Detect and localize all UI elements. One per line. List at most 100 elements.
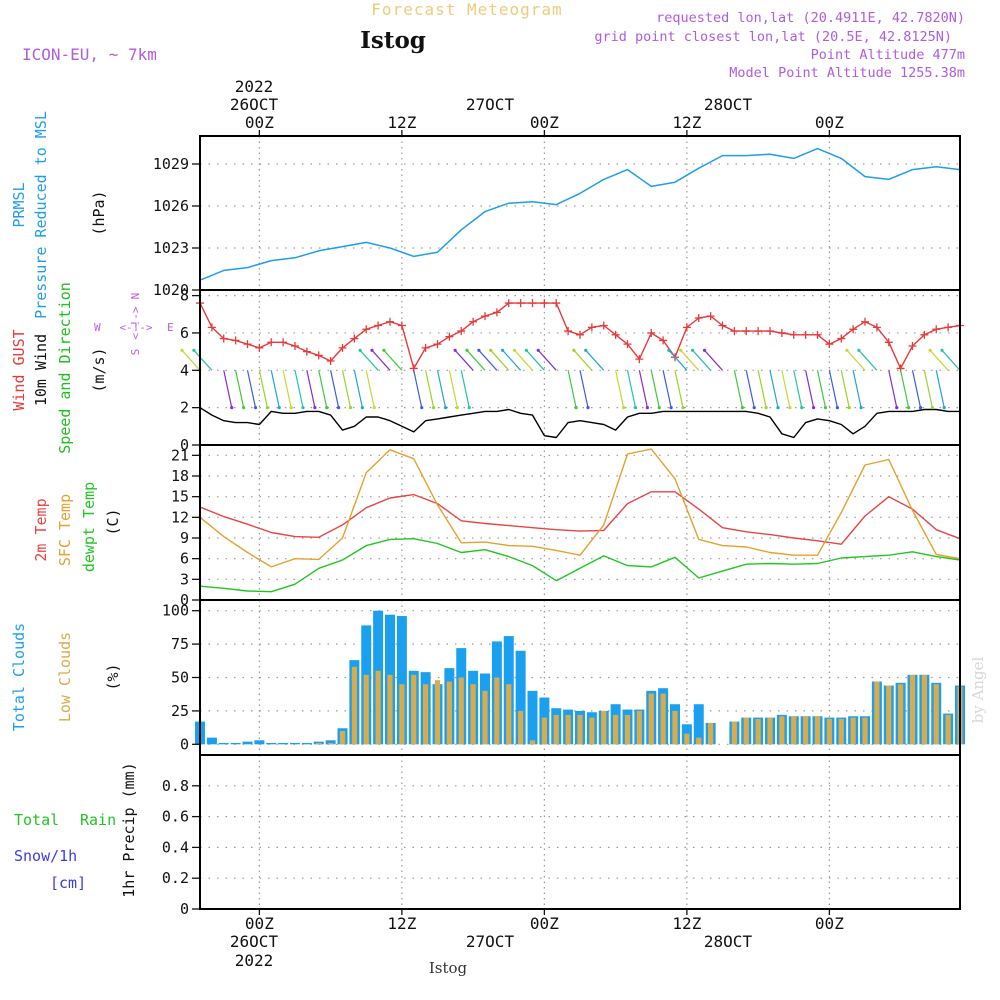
- top-date-2: 27OCT: [466, 95, 515, 114]
- low-clouds-bar: [945, 714, 951, 745]
- low-clouds-bar: [791, 716, 797, 745]
- pressure-line: [199, 147, 961, 281]
- wind-speed-line: [199, 407, 960, 439]
- wind-arrow-head: [443, 406, 448, 410]
- low-clouds-bar: [411, 674, 417, 745]
- wind-arrow-head: [301, 406, 305, 410]
- wind-direction-arrow: [181, 349, 201, 371]
- gust-marker: [492, 308, 501, 317]
- compass-rose-icon: W E <-!-> <-!-> N S: [94, 293, 174, 356]
- temp-label-sfc: SFC Temp: [56, 494, 74, 566]
- wind-direction-arrow: [674, 370, 684, 408]
- total-clouds-bar: [218, 742, 229, 745]
- wind-direction-arrow: [929, 349, 949, 371]
- precip-label-cm: [cm]: [50, 874, 86, 892]
- panel-frame: [199, 289, 961, 446]
- wind-direction-arrow: [626, 370, 637, 408]
- low-clouds-bar: [565, 714, 571, 745]
- wind-arrow-head: [348, 406, 353, 410]
- gust-marker: [564, 327, 573, 336]
- low-clouds-bar: [731, 721, 737, 745]
- wind-arrow-head: [823, 406, 828, 410]
- y-tick-label: 15: [171, 488, 189, 506]
- gust-marker: [207, 323, 216, 332]
- wind-arrow-head: [536, 348, 540, 352]
- gust-marker: [528, 299, 537, 308]
- bottom-hour-label: 00Z: [815, 914, 844, 933]
- low-clouds-bar: [316, 742, 322, 745]
- low-clouds-bar: [636, 710, 642, 745]
- low-clouds-bar: [375, 670, 381, 745]
- total-clouds-bar: [325, 740, 336, 745]
- wind-arrow-head: [372, 406, 376, 410]
- wind-direction-arrow: [757, 370, 767, 408]
- location-title: Istog: [360, 27, 426, 54]
- wind-arrow-head: [242, 406, 246, 410]
- gust-marker: [302, 347, 311, 356]
- y-tick-label: 0.2: [162, 869, 189, 887]
- low-clouds-bar: [921, 674, 927, 745]
- wind-arrow-head: [845, 348, 849, 352]
- wind-direction-arrow: [828, 370, 838, 408]
- point-altitude: Point Altitude 477m: [811, 47, 965, 63]
- bottom-hour-label: 12Z: [672, 914, 701, 933]
- low-clouds-bar: [755, 718, 761, 745]
- gust-marker: [504, 299, 513, 308]
- y-tick-label: 21: [171, 446, 189, 464]
- gust-marker: [243, 340, 252, 349]
- compass-south: S: [129, 349, 142, 356]
- wind-direction-arrow: [318, 370, 328, 408]
- bottom-date-1: 26OCT: [230, 932, 279, 951]
- low-clouds-bar: [494, 677, 500, 745]
- wind-arrow-head: [370, 348, 374, 352]
- total-clouds-bar: [206, 737, 217, 745]
- y-tick-label: 0.8: [162, 777, 189, 795]
- wind-direction-arrow: [704, 349, 723, 371]
- low-clouds-bar: [351, 666, 357, 745]
- low-clouds-bar: [909, 674, 916, 745]
- low-clouds-bar: [434, 680, 441, 745]
- gust-marker: [279, 338, 288, 347]
- y-tick-label: 0.4: [162, 838, 189, 856]
- low-clouds-bar: [624, 714, 631, 745]
- y-tick-label: 1029: [153, 155, 189, 173]
- y-tick-label: 0: [180, 591, 189, 609]
- gust-marker: [659, 336, 668, 345]
- low-clouds-bar: [482, 690, 488, 745]
- wind-arrow-head: [360, 406, 364, 410]
- wind-arrow-head: [574, 406, 578, 410]
- wind-direction-arrow: [935, 370, 945, 408]
- wind-arrow-head: [230, 406, 234, 410]
- wind-direction-arrow: [733, 370, 743, 408]
- compass-north: N: [129, 293, 142, 300]
- gust-marker: [766, 327, 774, 336]
- low-clouds-bar: [779, 716, 785, 745]
- wind-direction-arrow: [246, 370, 257, 408]
- top-date-3: 28OCT: [704, 95, 753, 114]
- wind-direction-arrow: [341, 370, 352, 408]
- wind-arrow-head: [667, 348, 671, 352]
- wind-direction-arrow: [514, 349, 533, 371]
- wind-arrow-head: [265, 406, 269, 410]
- y-tick-label: 3: [180, 570, 189, 588]
- gust-marker: [694, 314, 703, 323]
- y-tick-label: 1020: [153, 281, 189, 299]
- wind-direction-arrow: [900, 370, 910, 408]
- wind-arrow-head: [702, 348, 707, 352]
- gust-marker: [777, 328, 786, 337]
- wind-arrow-head: [325, 406, 329, 410]
- bottom-date-3: 28OCT: [704, 932, 753, 951]
- low-clouds-bar: [363, 674, 369, 745]
- wind-arrow-head: [358, 348, 362, 352]
- total-clouds-bar: [527, 690, 538, 745]
- temp-label-dewpt: dewpt Temp: [80, 482, 98, 572]
- top-year: 2022: [235, 77, 274, 96]
- gust-marker: [219, 334, 228, 343]
- temp-label-unit: (C): [104, 508, 122, 535]
- y-tick-label: 6: [180, 550, 189, 568]
- gust-marker: [350, 334, 359, 343]
- wind-direction-arrow: [306, 370, 316, 408]
- watermark: by Angel: [969, 656, 987, 723]
- wind-arrow-head: [764, 406, 768, 410]
- gridpoint-coords: grid point closest lon,lat (20.5E, 42.81…: [594, 29, 952, 45]
